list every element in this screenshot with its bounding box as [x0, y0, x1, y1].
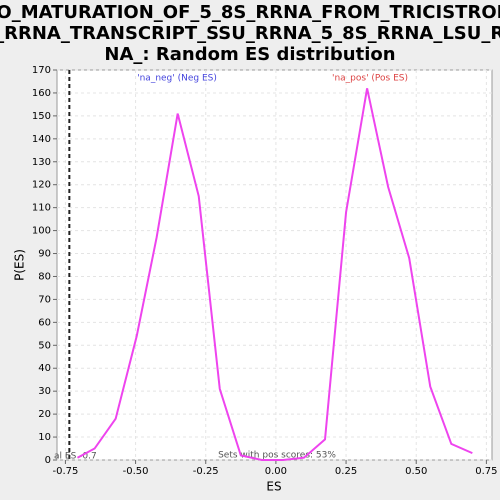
actual-es-label: al ES -0.7 — [54, 452, 97, 462]
x-tick-label: 0.75 — [475, 466, 497, 477]
y-tick-label: 0 — [45, 455, 51, 466]
y-tick-label: 90 — [38, 249, 51, 260]
y-tick-label: 10 — [38, 432, 51, 443]
y-tick-label: 60 — [38, 317, 51, 328]
y-tick-label: 130 — [32, 157, 51, 168]
x-tick-label: 0.25 — [335, 466, 357, 477]
y-tick-label: 30 — [38, 386, 51, 397]
y-axis-label: P(ES) — [13, 249, 27, 281]
y-tick-label: 140 — [32, 134, 51, 145]
plot-area — [56, 69, 493, 461]
y-tick-label: 80 — [38, 271, 51, 282]
x-tick-label: 0.50 — [405, 466, 427, 477]
annotation: 'na_neg' (Neg ES) — [137, 74, 217, 84]
chart-title: NA_: Random ES distribution — [104, 44, 395, 65]
y-tick-label: 20 — [38, 409, 51, 420]
x-tick-label: -0.75 — [52, 466, 78, 477]
y-tick-label: 160 — [32, 88, 51, 99]
y-tick-label: 100 — [32, 226, 51, 237]
x-tick-label: -0.50 — [123, 466, 149, 477]
y-tick-label: 150 — [32, 111, 51, 122]
annotation: Sets with pos scores: 53% — [218, 451, 336, 461]
y-tick-label: 70 — [38, 294, 51, 305]
x-tick-label: 0.00 — [265, 466, 287, 477]
annotation: 'na_pos' (Pos ES) — [332, 74, 408, 84]
line-series — [77, 88, 473, 461]
y-tick-label: 120 — [32, 180, 51, 191]
x-tick-label: -0.25 — [193, 466, 219, 477]
y-tick-label: 110 — [32, 203, 51, 214]
chart-title: GO_MATURATION_OF_5_8S_RRNA_FROM_TRICISTR… — [0, 2, 500, 23]
y-tick-label: 40 — [38, 363, 51, 374]
y-tick-label: 50 — [38, 340, 51, 351]
y-tick-label: 170 — [32, 65, 51, 76]
chart-title: C_RRNA_TRANSCRIPT_SSU_RRNA_5_8S_RRNA_LSU… — [0, 23, 500, 44]
x-axis-label: ES — [266, 480, 281, 494]
